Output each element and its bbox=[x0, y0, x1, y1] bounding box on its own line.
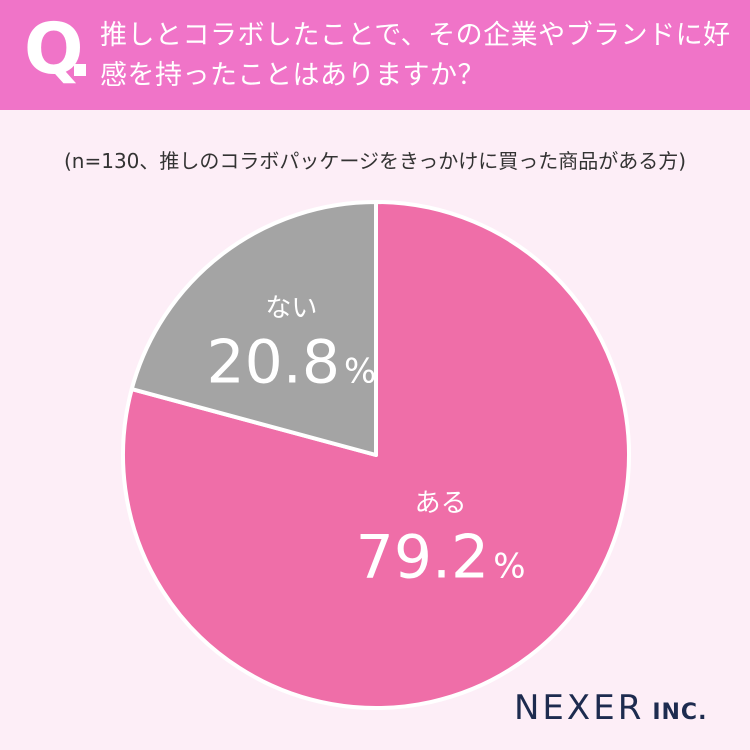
brand-name: NEXER bbox=[514, 688, 645, 728]
slice-value: 79.2% bbox=[356, 522, 526, 592]
slice-label: ある bbox=[415, 488, 467, 518]
brand-suffix: INC. bbox=[652, 700, 708, 725]
question-header: Q 推しとコラボしたことで、その企業やブランドに好感を持ったことはありますか？ bbox=[0, 0, 750, 110]
nexer-logo: NEXER INC. bbox=[514, 688, 707, 728]
question-mark-dot bbox=[74, 64, 86, 76]
slice-label: ない bbox=[265, 294, 317, 324]
pie-slice-no bbox=[129, 200, 378, 457]
question-text: 推しとコラボしたことで、その企業やブランドに好感を持ったことはありますか？ bbox=[100, 20, 731, 91]
pie-slice-yes bbox=[121, 200, 631, 710]
question-mark-label: Q bbox=[24, 8, 84, 90]
chart-subtitle: (n=130、推しのコラボパッケージをきっかけに買った商品がある方) bbox=[63, 149, 686, 173]
slice-value: 20.8% bbox=[206, 328, 376, 398]
